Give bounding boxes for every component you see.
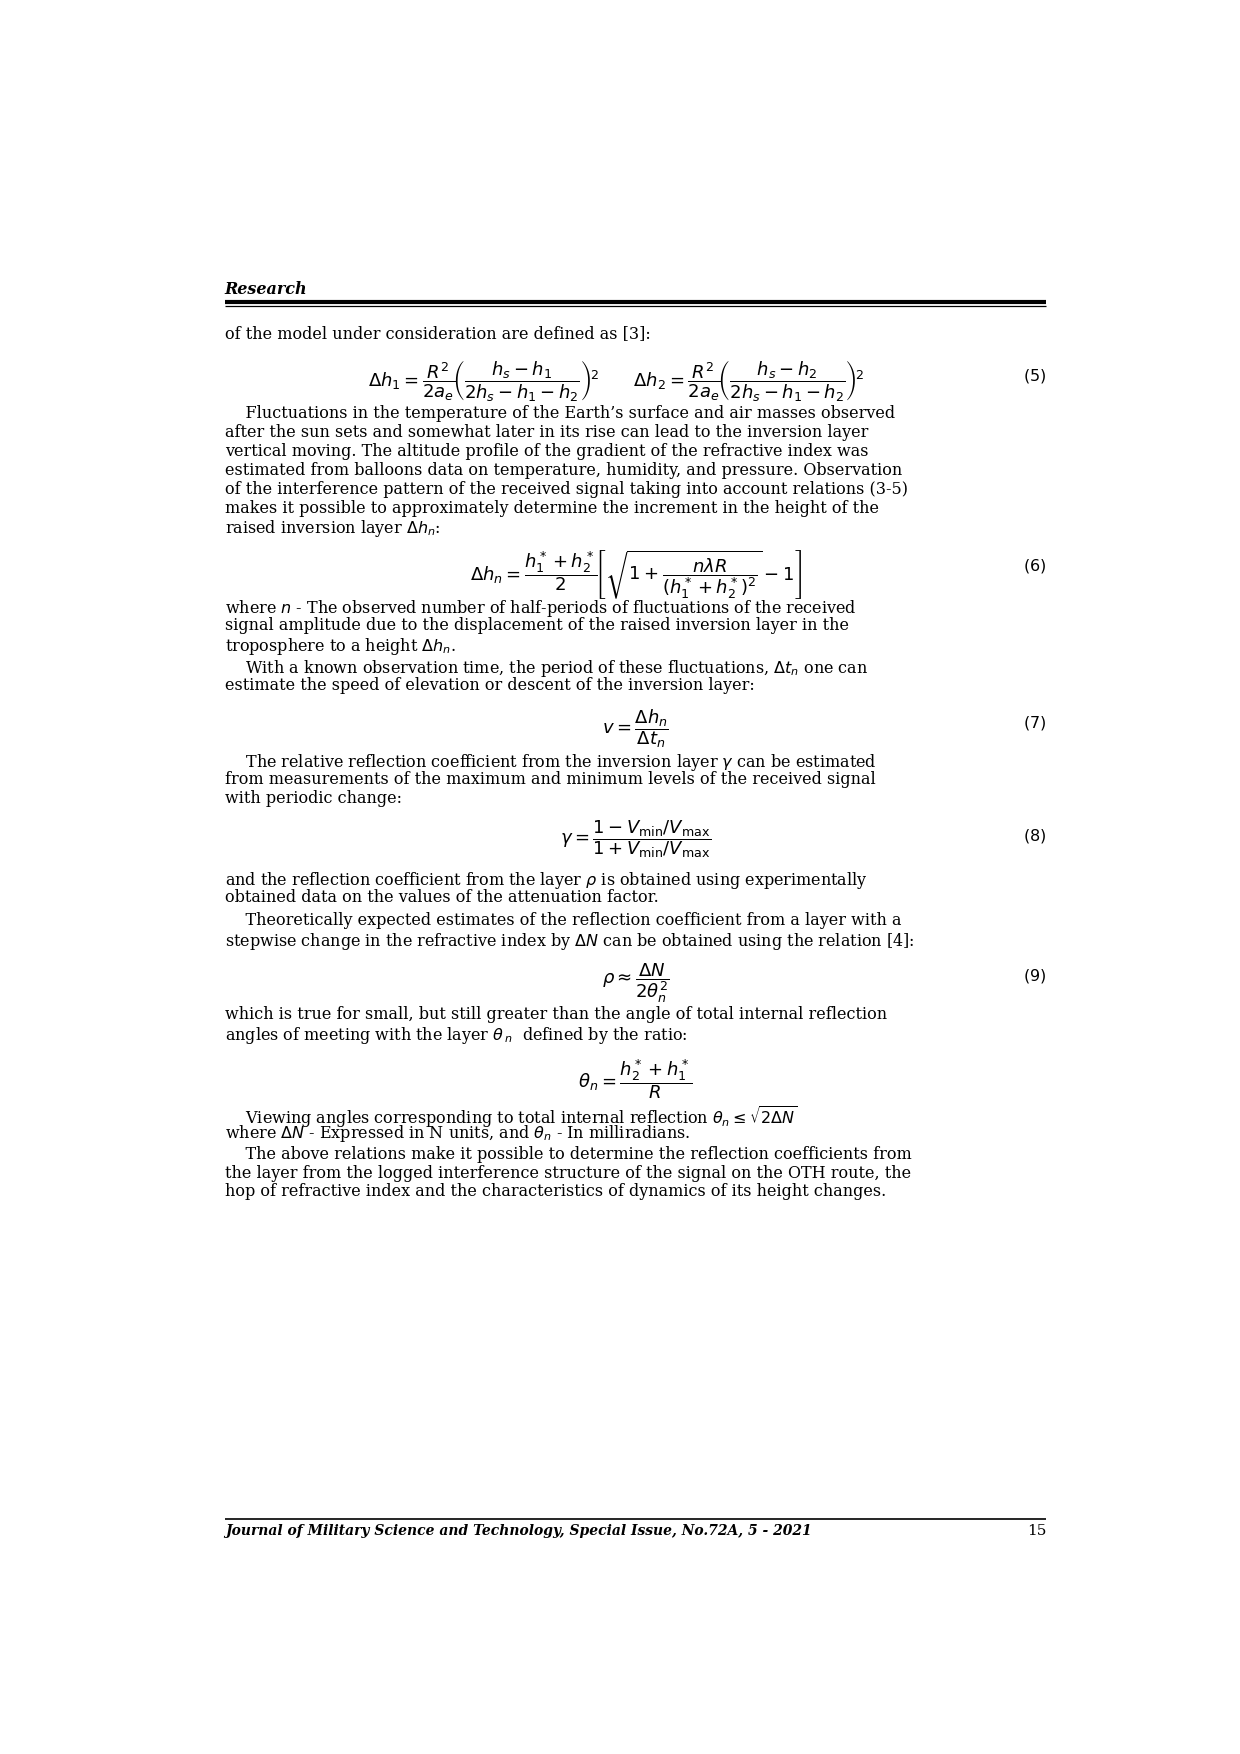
- Text: Fluctuations in the temperature of the Earth’s surface and air masses observed: Fluctuations in the temperature of the E…: [224, 405, 895, 423]
- Text: signal amplitude due to the displacement of the raised inversion layer in the: signal amplitude due to the displacement…: [224, 617, 848, 633]
- Text: stepwise change in the refractive index by $\Delta N$ can be obtained using the : stepwise change in the refractive index …: [224, 931, 914, 952]
- Text: after the sun sets and somewhat later in its rise can lead to the inversion laye: after the sun sets and somewhat later in…: [224, 424, 868, 442]
- Text: Viewing angles corresponding to total internal reflection $\theta_n \leq \sqrt{2: Viewing angles corresponding to total in…: [224, 1103, 797, 1130]
- Text: which is true for small, but still greater than the angle of total internal refl: which is true for small, but still great…: [224, 1005, 887, 1023]
- Text: estimate the speed of elevation or descent of the inversion layer:: estimate the speed of elevation or desce…: [224, 677, 754, 695]
- Text: 15: 15: [1027, 1524, 1047, 1538]
- Text: makes it possible to approximately determine the increment in the height of the: makes it possible to approximately deter…: [224, 500, 879, 517]
- Text: The above relations make it possible to determine the reflection coefficients fr: The above relations make it possible to …: [224, 1145, 911, 1163]
- Text: $(7)$: $(7)$: [1023, 714, 1047, 731]
- Text: of the interference pattern of the received signal taking into account relations: of the interference pattern of the recei…: [224, 481, 908, 498]
- Text: and the reflection coefficient from the layer $\rho$ is obtained using experimen: and the reflection coefficient from the …: [224, 870, 868, 891]
- Text: vertical moving. The altitude profile of the gradient of the refractive index wa: vertical moving. The altitude profile of…: [224, 444, 868, 460]
- Text: Theoretically expected estimates of the reflection coefficient from a layer with: Theoretically expected estimates of the …: [224, 912, 901, 930]
- Text: hop of refractive index and the characteristics of dynamics of its height change: hop of refractive index and the characte…: [224, 1184, 887, 1200]
- Text: $\gamma = \dfrac{1-V_{\min}/V_{\max}}{1+V_{\min}/V_{\max}}$: $\gamma = \dfrac{1-V_{\min}/V_{\max}}{1+…: [560, 817, 711, 859]
- Text: $\rho \approx \dfrac{\Delta N}{2\theta_n^2}$: $\rho \approx \dfrac{\Delta N}{2\theta_n…: [601, 961, 670, 1005]
- Text: $(5)$: $(5)$: [1023, 367, 1047, 384]
- Text: with periodic change:: with periodic change:: [224, 789, 402, 807]
- Text: where $\Delta N$ - Expressed in N units, and $\theta_n$ - In milliradians.: where $\Delta N$ - Expressed in N units,…: [224, 1123, 689, 1144]
- Text: $\Delta h_n = \dfrac{h_1^*+h_2^*}{2}\!\left[\sqrt{1 + \dfrac{n\lambda R}{(h_1^*+: $\Delta h_n = \dfrac{h_1^*+h_2^*}{2}\!\l…: [470, 547, 801, 600]
- Text: $\Delta h_1 = \dfrac{R^2}{2a_e}\!\left(\dfrac{h_s-h_1}{2h_s-h_1-h_2}\right)^{\!2: $\Delta h_1 = \dfrac{R^2}{2a_e}\!\left(\…: [368, 358, 864, 403]
- Text: raised inversion layer $\Delta h_n$:: raised inversion layer $\Delta h_n$:: [224, 519, 440, 540]
- Text: $\theta_n = \dfrac{h_2^* + h_1^*}{R}$: $\theta_n = \dfrac{h_2^* + h_1^*}{R}$: [578, 1058, 693, 1102]
- Text: obtained data on the values of the attenuation factor.: obtained data on the values of the atten…: [224, 889, 658, 907]
- Text: angles of meeting with the layer $\theta_{\,n}$  defined by the ratio:: angles of meeting with the layer $\theta…: [224, 1024, 687, 1045]
- Text: $v = \dfrac{\Delta h_n}{\Delta t_n}$: $v = \dfrac{\Delta h_n}{\Delta t_n}$: [603, 707, 668, 751]
- Text: With a known observation time, the period of these fluctuations, $\Delta t_n$ on: With a known observation time, the perio…: [224, 658, 868, 679]
- Text: estimated from balloons data on temperature, humidity, and pressure. Observation: estimated from balloons data on temperat…: [224, 461, 901, 479]
- Text: $(6)$: $(6)$: [1023, 558, 1047, 575]
- Text: Research: Research: [224, 281, 308, 298]
- Text: Journal of Military Science and Technology, Special Issue, No.72A, 5 - 2021: Journal of Military Science and Technolo…: [224, 1524, 811, 1538]
- Text: of the model under consideration are defined as [3]:: of the model under consideration are def…: [224, 324, 651, 342]
- Text: the layer from the logged interference structure of the signal on the OTH route,: the layer from the logged interference s…: [224, 1165, 911, 1182]
- Text: troposphere to a height $\Delta h_n$.: troposphere to a height $\Delta h_n$.: [224, 635, 456, 656]
- Text: $(8)$: $(8)$: [1023, 828, 1047, 845]
- Text: The relative reflection coefficient from the inversion layer $\gamma$ can be est: The relative reflection coefficient from…: [224, 752, 877, 774]
- Text: $(9)$: $(9)$: [1023, 968, 1047, 986]
- Text: from measurements of the maximum and minimum levels of the received signal: from measurements of the maximum and min…: [224, 772, 875, 788]
- Text: where $n$ - The observed number of half-periods of fluctuations of the received: where $n$ - The observed number of half-…: [224, 598, 857, 619]
